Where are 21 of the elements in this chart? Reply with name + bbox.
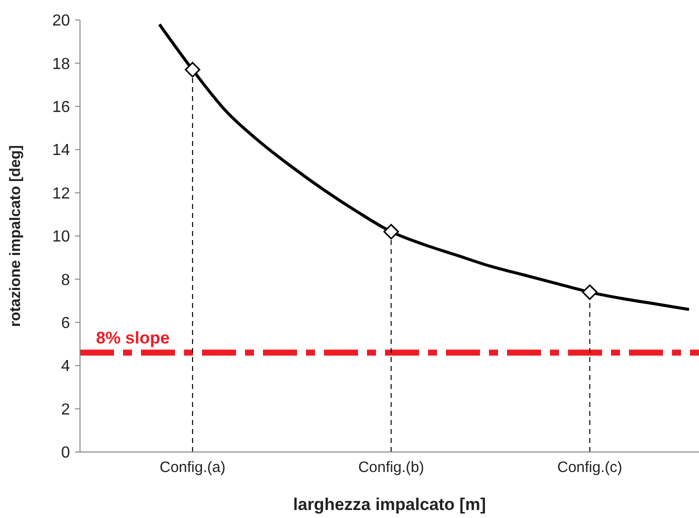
y-tick-label: 14 — [52, 142, 70, 160]
y-axis-title: rotazione impalcato [deg] — [7, 145, 24, 327]
y-tick-label: 8 — [61, 272, 70, 289]
y-tick-label: 16 — [52, 99, 70, 116]
ref-line-label: 8% slope — [96, 328, 170, 348]
y-tick-label: 18 — [52, 56, 70, 73]
point — [582, 284, 598, 300]
y-tick-label: 12 — [52, 185, 70, 202]
line-series — [158, 22, 691, 311]
point — [184, 62, 200, 78]
y-tick-label: 2 — [61, 401, 70, 418]
y-tick-label: 4 — [61, 358, 70, 376]
y-tick-label: 20 — [52, 12, 70, 30]
point — [383, 224, 399, 240]
x-tick-label: Config.(a) — [160, 459, 226, 476]
x-axis-title: larghezza impalcato [m] — [293, 495, 486, 514]
y-tick-label: 0 — [61, 444, 70, 462]
x-tick-label: Config.(c) — [557, 459, 622, 476]
x-tick-label: Config.(b) — [358, 459, 424, 476]
y-tick-label: 10 — [52, 228, 70, 246]
y-tick-label: 6 — [61, 315, 70, 332]
